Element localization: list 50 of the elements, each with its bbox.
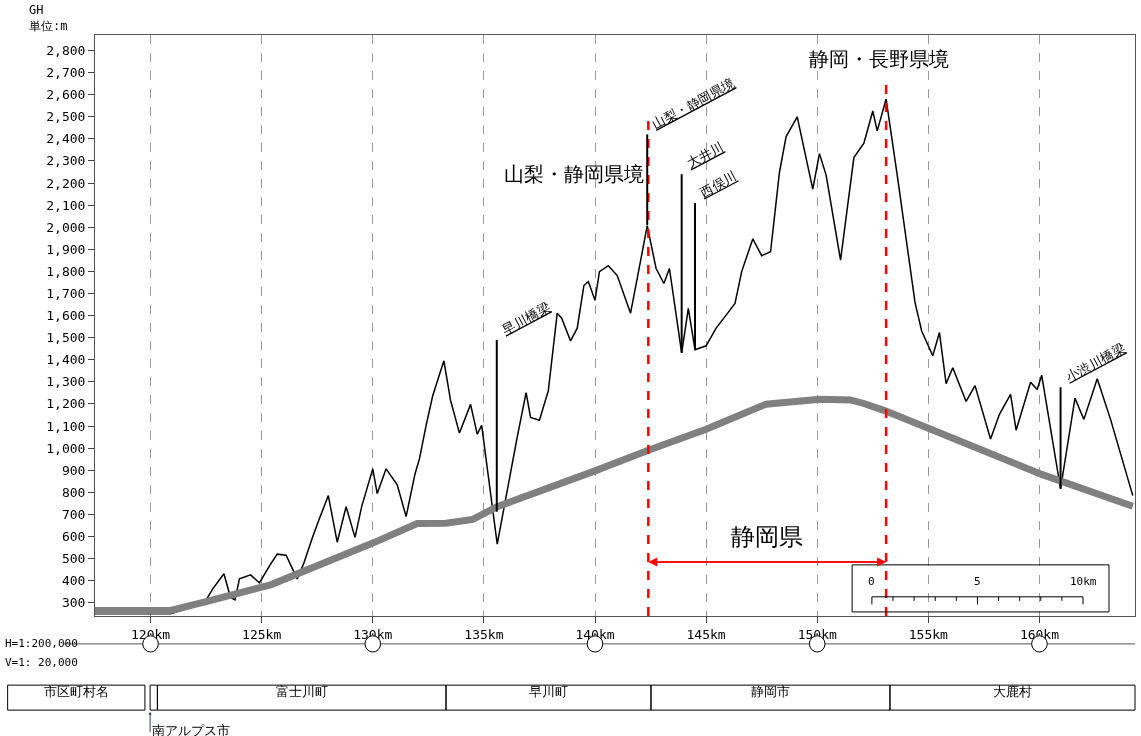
y-tick-label: 2,300 <box>46 153 86 169</box>
y-tick-label: 300 <box>61 595 86 611</box>
y-tick-label: 1,700 <box>46 286 86 302</box>
annotation: 山梨・静岡県境 <box>649 75 738 132</box>
x-tick-label: 155km <box>908 626 949 642</box>
y-tick-label: 800 <box>61 484 86 500</box>
x-tick-label: 125km <box>242 626 282 642</box>
text: 富士川町 <box>276 684 328 699</box>
ref-line-label: 山梨・静岡県境 <box>504 162 644 186</box>
y-tick-label: 1,900 <box>46 241 86 257</box>
ref-line-label: 静岡・長野県境 <box>809 47 949 71</box>
y-tick-label: 2,600 <box>46 87 86 103</box>
y-tick-label: 400 <box>61 573 86 589</box>
x-tick-label: 135km <box>464 626 504 642</box>
y-tick-label: 700 <box>61 506 86 522</box>
annotation: 小渋川橋梁 <box>1063 340 1128 385</box>
y-tick-label: 2,100 <box>46 197 86 213</box>
y-tick-label: 2,000 <box>46 219 86 235</box>
annotation: 10km <box>1070 575 1097 588</box>
x-tick-label: 140km <box>575 626 615 642</box>
x-tick-label: 160km <box>1019 626 1060 642</box>
y-tick-label: 600 <box>61 529 86 545</box>
text: 静岡市 <box>751 684 790 699</box>
x-tick-label: 145km <box>686 626 726 642</box>
y-tick-label: 1,500 <box>46 330 86 346</box>
y-tick-label: 2,400 <box>46 131 86 147</box>
y-tick-label: 1,800 <box>46 263 86 279</box>
y-tick-label: 2,800 <box>46 43 86 59</box>
y-tick-label: 2,200 <box>46 175 86 191</box>
y-tick-label: 1,300 <box>46 374 86 390</box>
y-axis-title: GH 単位:m <box>29 3 68 33</box>
y-tick-label: 2,700 <box>46 65 86 81</box>
text: 大鹿村 <box>993 684 1032 699</box>
y-tick-label: 1,200 <box>46 396 86 412</box>
y-tick-label: 1,000 <box>46 440 86 456</box>
annotation: 早川橋梁 <box>499 299 553 338</box>
text: H=1:200,000 <box>5 637 78 650</box>
text: 早川町 <box>529 684 568 699</box>
y-tick-label: 1,600 <box>46 308 86 324</box>
text: V=1: 20,000 <box>5 656 78 669</box>
y-tick-label: 1,100 <box>46 418 86 434</box>
annotation: 5 <box>974 575 981 588</box>
y-tick-label: 1,400 <box>46 352 86 368</box>
text: 南アルプス市 <box>152 723 230 736</box>
y-tick-label: 500 <box>61 551 86 567</box>
y-tick-label: 2,500 <box>46 109 86 125</box>
text: 市区町村名 <box>44 684 109 699</box>
annotation: 0 <box>868 575 875 588</box>
y-tick-label: 900 <box>61 462 86 478</box>
annotation: 静岡県 <box>731 523 803 551</box>
